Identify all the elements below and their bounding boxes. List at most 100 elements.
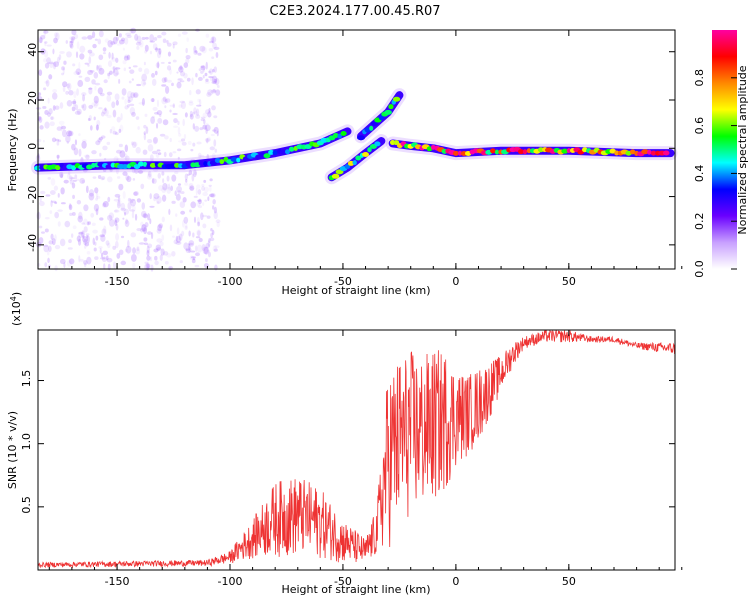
trace-blob	[285, 149, 290, 155]
noise-speckle	[200, 116, 206, 119]
noise-speckle	[186, 77, 191, 82]
noise-speckle	[83, 218, 88, 226]
noise-speckle	[153, 196, 157, 202]
noise-speckle	[203, 262, 209, 269]
noise-speckle	[88, 56, 92, 65]
noise-speckle	[66, 130, 73, 137]
noise-speckle	[75, 51, 79, 59]
noise-speckle	[208, 184, 212, 187]
noise-speckle	[102, 250, 108, 256]
noise-speckle	[144, 222, 149, 228]
x-tick-label: 50	[562, 275, 576, 288]
noise-speckle	[103, 263, 106, 270]
noise-speckle	[108, 52, 111, 59]
noise-speckle	[150, 98, 155, 102]
y-tick-label: 0	[26, 143, 39, 150]
noise-speckle	[81, 140, 87, 149]
noise-speckle	[193, 45, 197, 53]
noise-speckle	[169, 137, 172, 143]
noise-speckle	[157, 172, 162, 179]
noise-speckle	[120, 260, 127, 266]
noise-speckle	[91, 150, 97, 155]
noise-speckle	[82, 94, 86, 102]
noise-speckle	[162, 119, 169, 126]
noise-speckle	[113, 209, 120, 213]
spectrogram-background-noise	[35, 27, 221, 272]
noise-speckle	[215, 219, 221, 224]
noise-speckle	[44, 228, 49, 233]
noise-speckle	[53, 37, 58, 44]
noise-speckle	[156, 238, 163, 243]
noise-speckle	[124, 144, 129, 153]
noise-speckle	[81, 92, 87, 96]
noise-speckle	[77, 238, 82, 246]
noise-speckle	[182, 197, 187, 203]
noise-speckle	[132, 65, 138, 68]
noise-speckle	[120, 235, 125, 239]
noise-speckle	[78, 255, 81, 263]
noise-speckle	[44, 41, 48, 44]
noise-speckle	[59, 50, 65, 54]
noise-speckle	[39, 125, 44, 130]
noise-speckle	[114, 217, 120, 223]
noise-speckle	[98, 67, 105, 75]
noise-speckle	[68, 203, 72, 209]
noise-speckle	[138, 67, 143, 73]
trace-blob	[198, 160, 204, 166]
noise-speckle	[179, 65, 183, 70]
noise-speckle	[131, 204, 136, 213]
noise-speckle	[94, 187, 99, 194]
noise-speckle	[88, 192, 95, 201]
noise-speckle	[140, 210, 147, 218]
noise-speckle	[216, 85, 220, 88]
noise-speckle	[78, 148, 82, 157]
noise-speckle	[99, 234, 105, 238]
noise-speckle	[133, 141, 138, 147]
noise-speckle	[37, 92, 42, 96]
noise-speckle	[164, 77, 168, 83]
noise-speckle	[195, 187, 198, 196]
noise-speckle	[44, 216, 50, 220]
noise-speckle	[42, 48, 46, 52]
noise-speckle	[197, 230, 201, 237]
snr-frame	[37, 329, 676, 571]
noise-speckle	[208, 238, 211, 243]
noise-speckle	[107, 60, 113, 67]
noise-speckle	[128, 80, 132, 84]
noise-speckle	[47, 62, 50, 65]
noise-speckle	[202, 246, 209, 255]
noise-speckle	[172, 103, 175, 109]
noise-speckle	[92, 237, 96, 246]
noise-speckle	[202, 64, 206, 73]
noise-speckle	[54, 244, 61, 250]
noise-speckle	[147, 172, 150, 176]
noise-speckle	[167, 51, 172, 57]
noise-speckle	[190, 256, 196, 259]
noise-speckle	[131, 167, 136, 174]
noise-speckle	[146, 138, 153, 144]
noise-speckle	[195, 252, 200, 257]
noise-speckle	[112, 65, 115, 74]
noise-speckle	[196, 108, 200, 117]
noise-speckle	[178, 66, 184, 73]
noise-speckle	[165, 183, 171, 190]
noise-speckle	[196, 244, 203, 253]
trace-blob	[374, 141, 381, 147]
noise-speckle	[94, 85, 97, 91]
noise-speckle	[43, 244, 49, 253]
noise-speckle	[169, 104, 175, 107]
noise-speckle	[196, 184, 201, 189]
noise-speckle	[203, 179, 207, 183]
trace-blob	[522, 149, 528, 155]
noise-speckle	[176, 185, 183, 193]
noise-speckle	[91, 222, 96, 226]
noise-speckle	[84, 76, 91, 83]
noise-speckle	[111, 52, 114, 60]
noise-speckle	[136, 198, 142, 203]
colorbar-tick-label: 0.6	[693, 117, 706, 135]
noise-speckle	[155, 122, 159, 129]
noise-speckle	[88, 114, 93, 121]
noise-speckle	[150, 264, 154, 272]
noise-speckle	[176, 227, 180, 235]
noise-speckle	[193, 216, 197, 223]
